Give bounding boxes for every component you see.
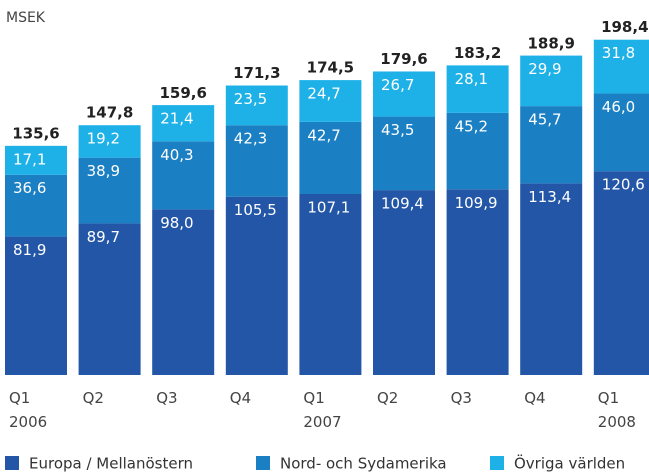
bar-segment	[78, 125, 141, 158]
bar-segment	[5, 236, 67, 375]
value-label: 98,0	[160, 214, 193, 232]
value-label: 28,1	[455, 70, 488, 88]
bar-segment	[520, 55, 583, 107]
x-tick-label: Q2	[377, 389, 399, 407]
value-label: 89,7	[87, 228, 120, 246]
total-label: 188,9	[527, 34, 574, 52]
value-label: 45,7	[528, 111, 561, 129]
bar-segment	[78, 223, 141, 375]
total-label: 147,8	[86, 104, 133, 122]
value-label: 46,0	[602, 98, 635, 116]
legend-label: Europa / Mellanöstern	[29, 455, 193, 473]
value-label: 31,8	[602, 44, 635, 62]
value-label: 42,3	[234, 130, 267, 148]
bar-segment	[593, 93, 649, 172]
value-label: 17,1	[13, 150, 46, 168]
value-label: 29,9	[528, 60, 561, 78]
bar-segment	[520, 183, 583, 375]
x-tick-label: Q4	[524, 389, 546, 407]
bar-segment	[373, 190, 435, 375]
total-label: 171,3	[233, 64, 280, 82]
bar-segment	[152, 105, 215, 142]
total-label: 198,4	[601, 18, 648, 36]
bar-segment	[225, 85, 288, 126]
bar-segment	[593, 39, 649, 94]
value-label: 38,9	[87, 162, 120, 180]
value-label: 120,6	[602, 176, 645, 194]
legend-swatch	[5, 456, 19, 470]
value-label: 19,2	[87, 130, 120, 148]
value-label: 42,7	[307, 126, 340, 144]
bar-segment	[225, 125, 288, 197]
x-tick-label: Q1 2007	[303, 389, 342, 431]
value-label: 36,6	[13, 179, 46, 197]
bar-segment	[299, 121, 362, 195]
value-label: 109,9	[455, 194, 498, 212]
x-tick-label: Q1 2006	[9, 389, 48, 431]
value-label: 40,3	[160, 146, 193, 164]
value-label: 105,5	[234, 201, 277, 219]
legend-swatch	[256, 456, 270, 470]
value-label: 24,7	[307, 85, 340, 103]
bar-segment	[373, 71, 435, 117]
value-label: 109,4	[381, 195, 424, 213]
bar-segment	[299, 194, 362, 375]
bar-segment	[5, 174, 67, 237]
bar-segment	[5, 145, 67, 175]
bar-segment	[593, 171, 649, 375]
bar-segment	[520, 106, 583, 184]
x-tick-label: Q4	[229, 389, 252, 407]
value-label: 113,4	[528, 188, 571, 206]
total-label: 183,2	[454, 44, 501, 62]
bar-segment	[299, 80, 362, 122]
x-tick-label: Q2	[82, 389, 104, 407]
total-label: 135,6	[12, 124, 59, 142]
value-label: 43,5	[381, 121, 414, 139]
x-tick-label: Q3	[156, 389, 178, 407]
bar-segment	[78, 157, 141, 224]
total-label: 159,6	[159, 84, 206, 102]
total-label: 174,5	[307, 59, 354, 77]
x-tick-label: Q1 2008	[597, 389, 636, 431]
unit-label: MSEK	[6, 10, 46, 26]
value-label: 21,4	[160, 110, 193, 128]
bar-segment	[373, 116, 435, 191]
bar-segment	[152, 209, 215, 375]
legend-swatch	[490, 456, 504, 470]
bar-segment	[225, 196, 288, 375]
bar-segment	[152, 141, 215, 210]
legend-label: Övriga världen	[514, 454, 625, 473]
value-label: 23,5	[234, 90, 267, 108]
bar-segment	[446, 189, 509, 375]
bar-segment	[446, 112, 509, 190]
x-tick-label: Q3	[450, 389, 472, 407]
value-label: 45,2	[455, 117, 488, 135]
value-label: 81,9	[13, 241, 46, 259]
legend-label: Nord- och Sydamerika	[280, 455, 447, 473]
value-label: 107,1	[307, 199, 350, 217]
bar-segment	[446, 65, 509, 113]
value-label: 26,7	[381, 76, 414, 94]
total-label: 179,6	[380, 50, 427, 68]
